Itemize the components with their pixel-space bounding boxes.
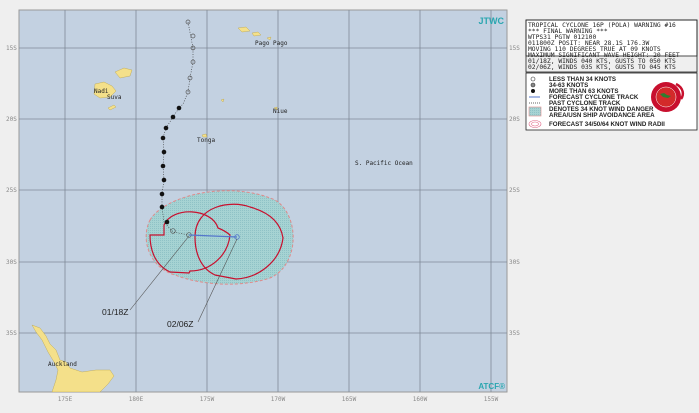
svg-text:175W: 175W bbox=[200, 396, 215, 403]
danger-area-icon bbox=[528, 106, 542, 117]
svg-text:02/06Z, WINDS 035 KTS, GUSTS T: 02/06Z, WINDS 035 KTS, GUSTS TO 045 KTS bbox=[528, 64, 676, 71]
cyclone-open-icon bbox=[530, 76, 536, 82]
svg-text:25S: 25S bbox=[6, 187, 17, 194]
svg-text:Pago Pago: Pago Pago bbox=[255, 40, 288, 47]
svg-text:20S: 20S bbox=[509, 116, 520, 123]
svg-text:35S: 35S bbox=[509, 330, 520, 337]
forecast-track bbox=[188, 234, 238, 238]
svg-text:MORE THAN 63 KNOTS: MORE THAN 63 KNOTS bbox=[549, 88, 618, 95]
fiji-viti-levu bbox=[93, 81, 117, 99]
fiji-vanua-levu bbox=[114, 67, 133, 79]
svg-text:25S: 25S bbox=[509, 187, 520, 194]
svg-text:AREA/USN SHIP AVOIDANCE AREA: AREA/USN SHIP AVOIDANCE AREA bbox=[549, 112, 655, 119]
danger-area bbox=[145, 190, 294, 285]
svg-text:FORECAST CYCLONE TRACK: FORECAST CYCLONE TRACK bbox=[549, 94, 639, 101]
svg-text:PAST CYCLONE TRACK: PAST CYCLONE TRACK bbox=[549, 100, 621, 107]
agency-label: JTWC bbox=[479, 16, 505, 26]
past-track bbox=[159, 19, 196, 238]
svg-text:30S: 30S bbox=[6, 259, 17, 266]
svg-text:LESS THAN 34 KNOTS: LESS THAN 34 KNOTS bbox=[549, 76, 616, 83]
svg-text:MOVING 110 DEGREES TRUE AT 09: MOVING 110 DEGREES TRUE AT 09 KNOTS bbox=[528, 46, 661, 53]
svg-text:Niue: Niue bbox=[273, 108, 288, 115]
lon-tick-labels: 175E 180E 175W 170W 165W 160W 155W bbox=[58, 396, 499, 403]
atcf-label: ATCF® bbox=[478, 382, 505, 391]
track-label-02-06z: 02/06Z bbox=[167, 319, 193, 329]
svg-text:TROPICAL CYCLONE 16P (POLA) WA: TROPICAL CYCLONE 16P (POLA) WARNING #16 bbox=[528, 22, 676, 29]
place-labels: Pago Pago Niue Tonga Nadi Suva S. Pacifi… bbox=[48, 40, 413, 368]
svg-text:011800Z POSIT: NEAR 28.1S 176.: 011800Z POSIT: NEAR 28.1S 176.3W bbox=[528, 40, 650, 47]
svg-text:35S: 35S bbox=[6, 330, 17, 337]
svg-text:DENOTES 34 KNOT WIND DANGER: DENOTES 34 KNOT WIND DANGER bbox=[549, 106, 654, 113]
svg-text:165W: 165W bbox=[342, 396, 357, 403]
svg-text:01/18Z, WINDS 040 KTS, GUSTS T: 01/18Z, WINDS 040 KTS, GUSTS TO 050 KTS bbox=[528, 58, 676, 65]
svg-text:Nadi: Nadi bbox=[94, 88, 109, 95]
svg-text:15S: 15S bbox=[509, 45, 520, 52]
new-zealand-north-island bbox=[31, 324, 115, 392]
svg-text:180E: 180E bbox=[129, 396, 144, 403]
svg-text:34-63 KNOTS: 34-63 KNOTS bbox=[549, 82, 588, 89]
jtwc-logo-icon bbox=[651, 82, 685, 112]
cyclone-filled-icon bbox=[531, 89, 535, 93]
legend: LESS THAN 34 KNOTS 34-63 KNOTS MORE THAN… bbox=[525, 72, 698, 131]
svg-text:175E: 175E bbox=[58, 396, 73, 403]
grid-lines bbox=[19, 10, 507, 392]
track-label-01-18z: 01/18Z bbox=[102, 307, 128, 317]
svg-text:S. Pacific Ocean: S. Pacific Ocean bbox=[355, 160, 413, 167]
land bbox=[31, 26, 278, 392]
wind-radii-icon bbox=[528, 120, 542, 128]
lat-tick-labels: 15S 20S 25S 30S 35S 15S 20S 25S 30S 35S bbox=[6, 45, 520, 337]
svg-text:*** FINAL WARNING ***: *** FINAL WARNING *** bbox=[528, 28, 608, 35]
svg-text:MAXIMUM SIGNIFICANT WAVE HEIGH: MAXIMUM SIGNIFICANT WAVE HEIGHT: 20 FEET bbox=[528, 52, 680, 59]
svg-text:160W: 160W bbox=[413, 396, 428, 403]
svg-text:FORECAST 34/50/64 KNOT WIND RA: FORECAST 34/50/64 KNOT WIND RADII bbox=[549, 121, 665, 128]
svg-text:170W: 170W bbox=[271, 396, 286, 403]
svg-text:155W: 155W bbox=[484, 396, 499, 403]
svg-text:30S: 30S bbox=[509, 259, 520, 266]
svg-text:Auckland: Auckland bbox=[48, 361, 77, 368]
samoa bbox=[237, 26, 262, 37]
svg-text:Tonga: Tonga bbox=[197, 137, 215, 144]
svg-text:20S: 20S bbox=[6, 116, 17, 123]
cyclone-half-icon bbox=[530, 82, 536, 88]
warning-box: TROPICAL CYCLONE 16P (POLA) WARNING #16 … bbox=[525, 19, 698, 71]
svg-text:WTPS31 PGTW 012100: WTPS31 PGTW 012100 bbox=[528, 34, 596, 41]
svg-text:Suva: Suva bbox=[107, 94, 122, 101]
svg-text:15S: 15S bbox=[6, 45, 17, 52]
